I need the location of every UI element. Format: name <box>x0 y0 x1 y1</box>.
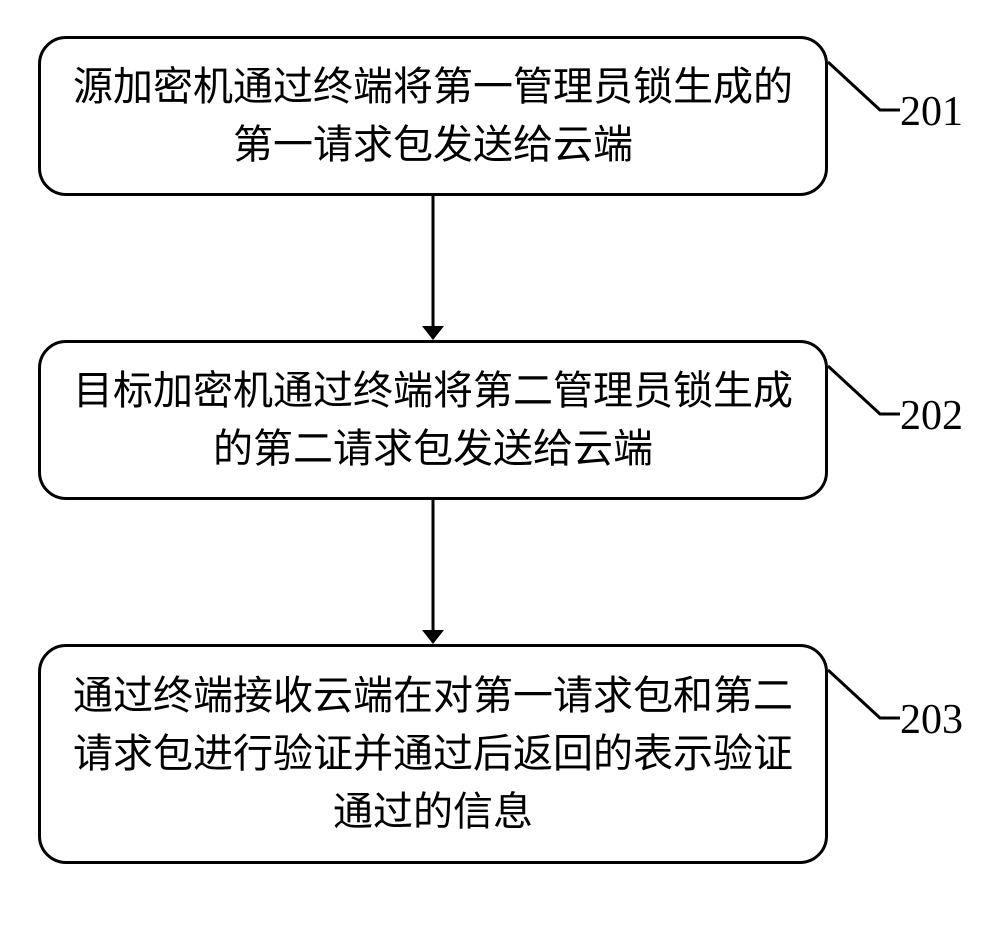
flow-node: 目标加密机通过终端将第二管理员锁生成的第二请求包发送给云端 <box>38 340 828 500</box>
step-number-label: 203 <box>900 696 963 744</box>
step-number-label: 201 <box>900 88 963 136</box>
flow-node: 通过终端接收云端在对第一请求包和第二请求包进行验证并通过后返回的表示验证通过的信… <box>38 644 828 864</box>
flow-node: 源加密机通过终端将第一管理员锁生成的第一请求包发送给云端 <box>38 36 828 196</box>
step-number-label: 202 <box>900 392 963 440</box>
flow-node-text: 源加密机通过终端将第一管理员锁生成的第一请求包发送给云端 <box>69 58 797 174</box>
flow-node-text: 目标加密机通过终端将第二管理员锁生成的第二请求包发送给云端 <box>69 362 797 478</box>
flow-node-text: 通过终端接收云端在对第一请求包和第二请求包进行验证并通过后返回的表示验证通过的信… <box>69 667 797 841</box>
